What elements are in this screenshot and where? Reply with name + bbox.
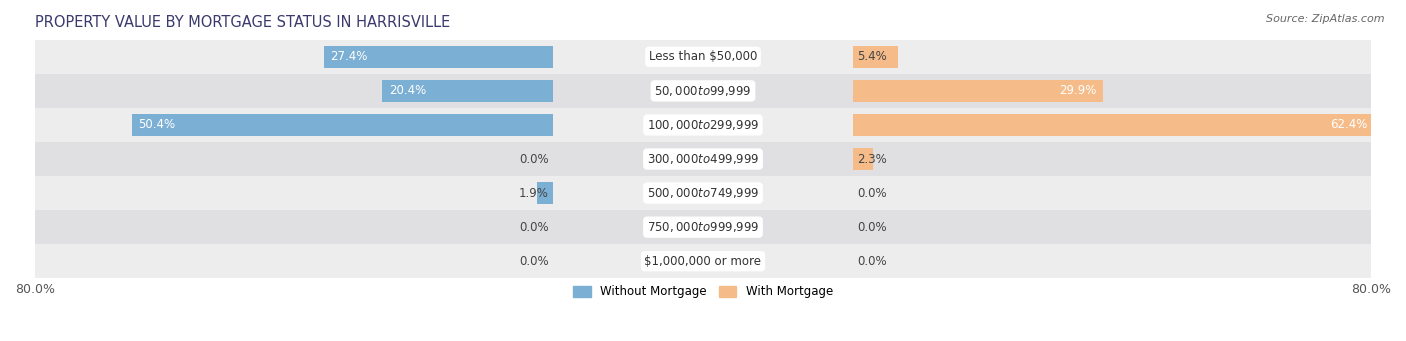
Text: 0.0%: 0.0% <box>858 255 887 268</box>
Text: $1,000,000 or more: $1,000,000 or more <box>644 255 762 268</box>
Text: 20.4%: 20.4% <box>389 85 426 98</box>
Text: $50,000 to $99,999: $50,000 to $99,999 <box>654 84 752 98</box>
Text: 2.3%: 2.3% <box>858 152 887 165</box>
Text: PROPERTY VALUE BY MORTGAGE STATUS IN HARRISVILLE: PROPERTY VALUE BY MORTGAGE STATUS IN HAR… <box>35 15 450 30</box>
Text: 29.9%: 29.9% <box>1059 85 1097 98</box>
Text: 50.4%: 50.4% <box>139 118 176 132</box>
Text: 0.0%: 0.0% <box>519 221 548 234</box>
Bar <box>853 46 898 68</box>
Text: 62.4%: 62.4% <box>1330 118 1368 132</box>
Bar <box>853 80 1102 102</box>
Text: 27.4%: 27.4% <box>330 50 368 63</box>
Text: $750,000 to $999,999: $750,000 to $999,999 <box>647 220 759 234</box>
Text: Less than $50,000: Less than $50,000 <box>648 50 758 63</box>
Bar <box>35 244 1371 278</box>
Bar <box>35 176 1371 210</box>
Text: $500,000 to $749,999: $500,000 to $749,999 <box>647 186 759 200</box>
Text: $100,000 to $299,999: $100,000 to $299,999 <box>647 118 759 132</box>
Bar <box>382 80 553 102</box>
Text: 0.0%: 0.0% <box>519 255 548 268</box>
Bar <box>35 142 1371 176</box>
Bar <box>537 182 553 204</box>
Legend: Without Mortgage, With Mortgage: Without Mortgage, With Mortgage <box>568 281 838 303</box>
Text: 0.0%: 0.0% <box>519 152 548 165</box>
Bar <box>35 210 1371 244</box>
Bar <box>35 40 1371 74</box>
Text: Source: ZipAtlas.com: Source: ZipAtlas.com <box>1267 14 1385 24</box>
Bar <box>35 108 1371 142</box>
Bar <box>132 114 553 136</box>
Bar <box>853 114 1374 136</box>
Text: 5.4%: 5.4% <box>858 50 887 63</box>
Text: 1.9%: 1.9% <box>519 187 548 199</box>
Text: $300,000 to $499,999: $300,000 to $499,999 <box>647 152 759 166</box>
Text: 0.0%: 0.0% <box>858 187 887 199</box>
Bar <box>35 74 1371 108</box>
Text: 0.0%: 0.0% <box>858 221 887 234</box>
Bar <box>853 148 873 170</box>
Bar <box>323 46 553 68</box>
